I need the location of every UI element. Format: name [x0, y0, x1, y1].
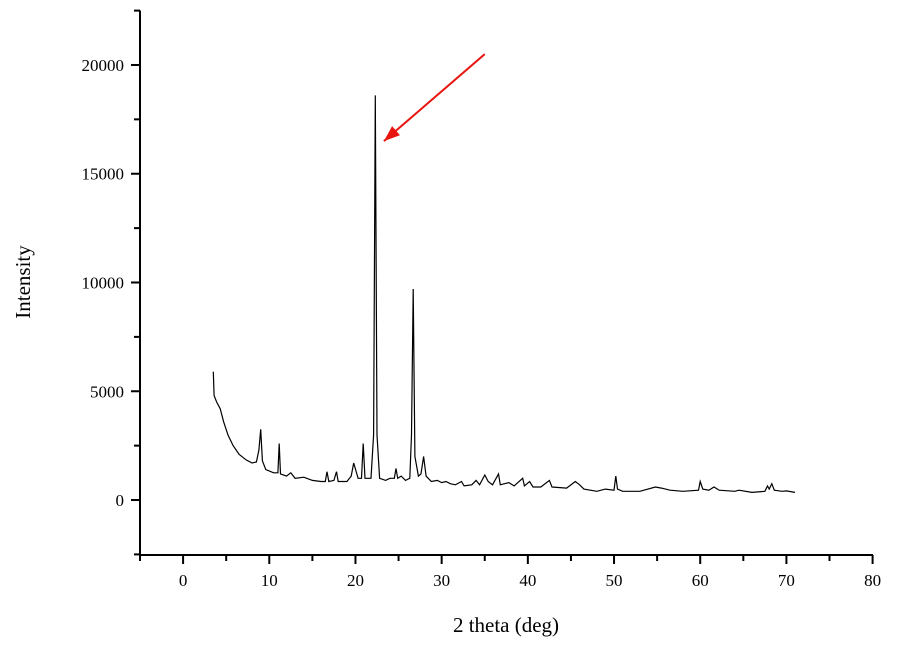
- x-axis-title: 2 theta (deg): [453, 613, 559, 637]
- x-axis-ticks: 0 10 20 30 40 50 60 70 80: [139, 555, 881, 590]
- x-tick-label: 60: [692, 571, 709, 590]
- y-axis-title: Intensity: [11, 245, 35, 319]
- arrow-head: [383, 126, 400, 142]
- arrow-shaft: [383, 53, 486, 142]
- x-tick-label: 10: [261, 571, 278, 590]
- x-tick-label: 50: [606, 571, 623, 590]
- y-tick-label: 5000: [90, 382, 124, 401]
- y-tick-label: 0: [116, 491, 125, 510]
- x-tick-label: 30: [433, 571, 450, 590]
- y-tick-label: 10000: [82, 274, 125, 293]
- x-tick-label: 80: [864, 571, 881, 590]
- y-tick-label: 20000: [82, 56, 125, 75]
- x-tick-label: 20: [347, 571, 364, 590]
- y-axis-ticks: 0 5000 10000 15000 20000: [82, 9, 140, 556]
- annotation-arrow: [383, 53, 486, 142]
- series-line-xrd: [212, 95, 796, 494]
- y-tick-label: 15000: [82, 165, 125, 184]
- x-tick-label: 0: [179, 571, 188, 590]
- x-tick-label: 40: [519, 571, 536, 590]
- x-tick-label: 70: [778, 571, 795, 590]
